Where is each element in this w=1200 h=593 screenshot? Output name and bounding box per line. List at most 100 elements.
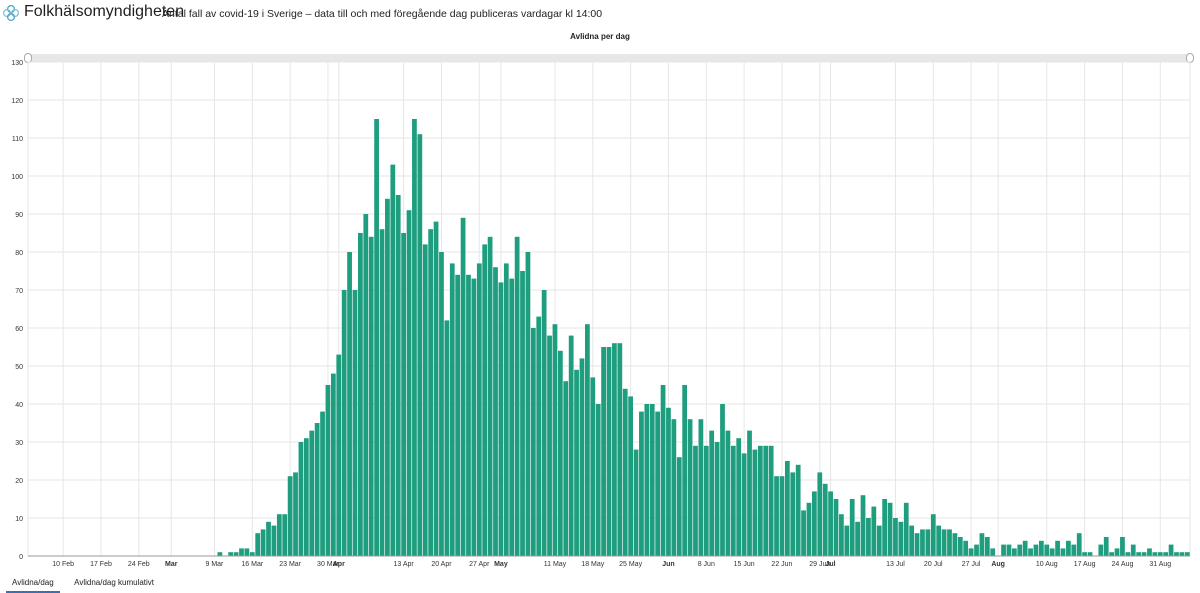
bar [687,419,693,556]
bar [871,506,877,556]
bar [320,411,325,556]
bar [536,316,542,556]
bar [628,396,633,556]
bar [763,445,769,556]
x-tick-label: Mar [165,561,178,568]
bar [725,430,731,556]
bar [839,514,844,556]
bar [271,525,277,556]
bar [352,290,358,556]
bar [498,282,504,556]
x-tick-label: Apr [333,561,345,568]
bar [644,404,650,556]
bar [260,529,266,556]
bar [471,278,477,556]
bar [449,263,455,556]
bar [433,221,439,556]
bar [428,229,434,556]
bar [358,233,363,556]
bar [1184,552,1190,556]
bar [1076,533,1082,556]
bar [660,385,666,556]
bar [1098,544,1104,556]
bar [314,423,320,556]
bar [287,476,293,556]
bar [363,214,369,556]
bar [255,533,261,556]
bar [720,404,725,556]
bar [968,548,974,556]
bar [736,438,742,556]
bar [779,476,785,556]
bar [336,354,342,556]
bar [595,404,601,556]
bar [817,472,823,556]
tab-avlidna-dag-kumulativt[interactable]: Avlidna/dag kumulativt [74,578,155,587]
x-tick-label: 17 Feb [90,561,112,568]
x-tick-label: 18 May [581,561,604,568]
bar [979,533,985,556]
x-tick-label: 10 Feb [52,561,74,568]
bar [822,483,828,556]
bar [752,449,758,556]
bar [601,347,606,556]
bar [574,369,579,556]
bar [309,430,315,556]
x-tick-label: Jun [662,561,674,568]
bar [482,244,488,556]
bar [460,217,466,557]
bar [557,350,563,556]
bar [1174,552,1179,556]
bar [585,324,590,556]
bar [1049,548,1055,556]
bar [1044,544,1050,556]
x-tick-label: 11 May [544,561,567,568]
bar [239,548,244,556]
bar [466,274,471,556]
bar [493,267,498,556]
y-tick-label: 40 [15,402,23,409]
bar [693,445,698,556]
x-tick-label: 24 Aug [1112,561,1134,568]
tab-avlidna-dag[interactable]: Avlidna/dag [6,576,60,593]
x-tick-label: Aug [991,561,1005,568]
bar [395,195,401,556]
bar [1179,552,1185,556]
bar [1152,552,1158,556]
y-tick-label: 50 [15,364,23,371]
x-tick-label: 30 Mar [317,561,339,568]
bar [930,514,936,556]
bar [401,233,407,556]
bar [1071,544,1077,556]
y-tick-label: 80 [15,250,23,257]
bar [530,328,536,556]
y-tick-label: 30 [15,440,23,447]
bar [1109,552,1115,556]
bar [860,495,866,556]
bar [374,119,379,556]
bar [866,518,871,556]
bar [282,514,288,556]
bar [1017,544,1023,556]
bar [882,499,888,556]
bar [768,445,774,556]
bar [936,525,942,556]
x-tick-label: 17 Aug [1074,561,1096,568]
bar [520,271,525,556]
y-tick-label: 60 [15,326,23,333]
bar [903,502,909,556]
bar [876,525,882,556]
bar [833,499,839,556]
bar [1028,548,1033,556]
bar [233,552,239,556]
bar [217,552,223,556]
bar [249,552,255,556]
bar [547,335,552,556]
bar [1011,548,1017,556]
bar [509,278,515,556]
bar [590,377,596,556]
bar [525,252,531,556]
bar [487,236,493,557]
bar [1055,540,1060,556]
x-tick-label: 9 Mar [206,561,225,568]
